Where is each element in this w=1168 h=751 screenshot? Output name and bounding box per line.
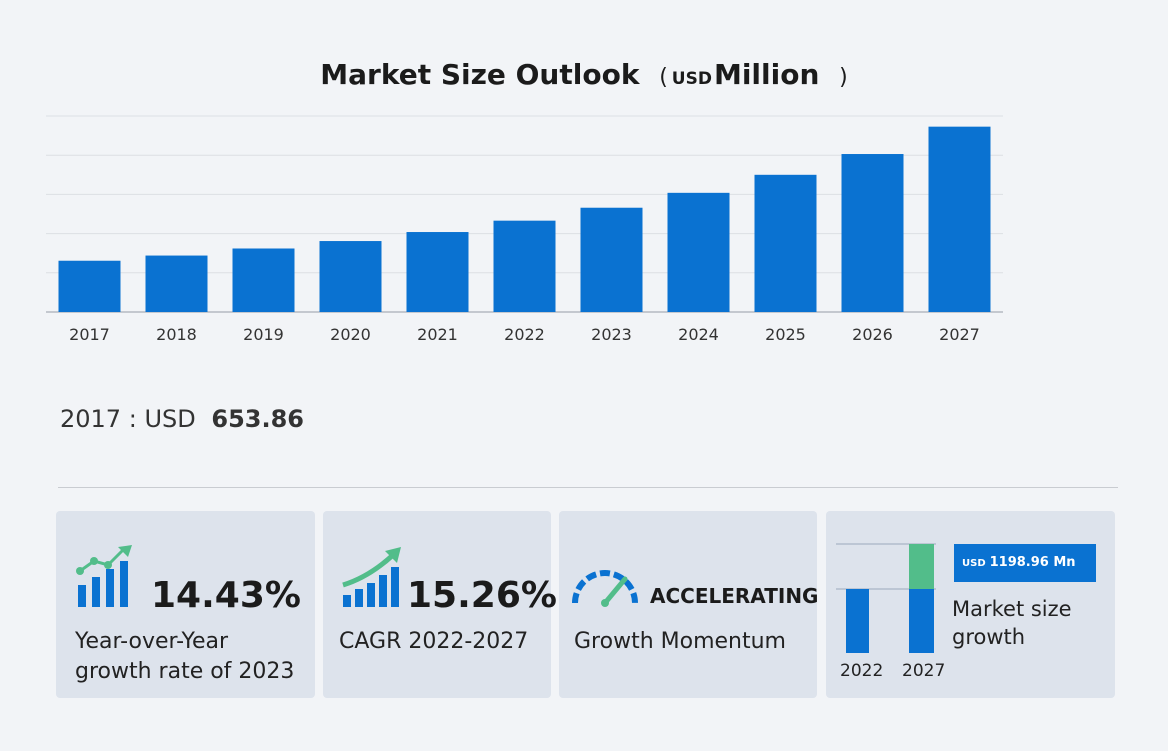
x-tick-label-2019: 2019 — [243, 325, 284, 344]
growth-year-start: 2022 — [840, 661, 883, 681]
yoy-card: 14.43% Year-over-Year growth rate of 202… — [56, 511, 315, 698]
growth-caption: Market size growth — [952, 595, 1072, 651]
bar-2020 — [319, 241, 382, 312]
bar-2027-growth — [909, 544, 934, 589]
market-size-bar-chart: 2017 2018 2019 2020 2021 2022 2023 2024 2025 2026… — [46, 115, 1003, 344]
chart-title-main: Market Size Outlook — [320, 58, 640, 91]
base-value-number: 653.86 — [211, 405, 304, 433]
growth-caption-line1: Market size — [952, 597, 1072, 621]
growth-mini-chart: 2022 2027 — [836, 543, 945, 681]
x-tick-label-2026: 2026 — [852, 325, 893, 344]
x-tick-label-2017: 2017 — [69, 325, 110, 344]
base-year: 2017 — [60, 405, 122, 433]
yoy-value: 14.43% — [151, 575, 301, 616]
cagr-caption: CAGR 2022-2027 — [339, 629, 529, 654]
growth-amount: 1198.96 Mn — [989, 555, 1076, 570]
bar-2021 — [406, 232, 469, 312]
bar-2022 — [846, 589, 869, 653]
bar-2018 — [145, 255, 208, 312]
bar-2027-base — [909, 589, 934, 653]
base-currency: USD — [144, 405, 196, 433]
momentum-caption: Growth Momentum — [574, 629, 786, 654]
bar-2019 — [232, 248, 295, 312]
growth-amount-currency: USD — [962, 558, 986, 569]
x-tick-label-2022: 2022 — [504, 325, 545, 344]
growth-card: 2022 2027 USD 1198.96 Mn Market size grow… — [826, 511, 1115, 698]
x-tick-label-2021: 2021 — [417, 325, 458, 344]
x-tick-label-2027: 2027 — [939, 325, 980, 344]
title-unit-scale: Million — [713, 58, 820, 91]
title-paren-close: ) — [839, 65, 848, 90]
growth-amount-badge: USD 1198.96 Mn — [954, 544, 1096, 582]
base-separator: : — [128, 405, 137, 433]
title-unit-currency: USD — [671, 69, 712, 89]
base-year-value: 2017 : USD 653.86 — [60, 405, 304, 433]
bar-2025 — [754, 174, 817, 312]
bar-2026 — [841, 154, 904, 312]
section-divider — [58, 487, 1118, 488]
title-paren-open: ( — [659, 65, 668, 90]
x-tick-label-2023: 2023 — [591, 325, 632, 344]
x-tick-label-2018: 2018 — [156, 325, 197, 344]
cagr-trend-icon — [342, 547, 401, 607]
growth-chart-icon — [76, 545, 132, 607]
growth-year-end: 2027 — [902, 661, 945, 681]
momentum-value: ACCELERATING — [650, 584, 819, 608]
growth-caption-line2: growth — [952, 625, 1026, 649]
momentum-card: ACCELERATING Growth Momentum — [559, 511, 819, 698]
bar-2022 — [493, 220, 556, 312]
yoy-caption-line2: growth rate of 2023 — [75, 659, 295, 684]
x-tick-label-2024: 2024 — [678, 325, 719, 344]
cagr-card: 15.26% CAGR 2022-2027 — [323, 511, 557, 698]
x-tick-label-2025: 2025 — [765, 325, 806, 344]
bar-2017 — [58, 260, 121, 312]
bar-2027 — [928, 126, 991, 312]
cagr-value: 15.26% — [407, 575, 557, 616]
yoy-caption: Year-over-Year growth rate of 2023 — [75, 627, 294, 687]
chart-title: Market Size Outlook (USDMillion ) — [0, 58, 1168, 91]
yoy-caption-line1: Year-over-Year — [75, 629, 229, 654]
speedometer-icon — [572, 570, 638, 607]
bar-2024 — [667, 192, 730, 312]
x-tick-label-2020: 2020 — [330, 325, 371, 344]
bar-2023 — [580, 207, 643, 312]
